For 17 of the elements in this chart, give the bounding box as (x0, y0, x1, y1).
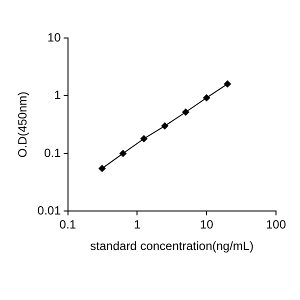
y-tick-label: 1 (54, 88, 62, 102)
y-axis-title: O.D(450nm) (16, 92, 30, 158)
point (140, 135, 148, 142)
y-tick-label: 10 (47, 30, 62, 44)
y-tick-label: 0.1 (44, 146, 62, 160)
x-tick-label: 1 (134, 218, 141, 232)
point (98, 164, 106, 172)
point (182, 108, 190, 116)
x-axis-title: standard concentration(ng/mL) (90, 239, 254, 254)
x-tick-label: 10 (200, 218, 214, 232)
x-tick-label: 100 (266, 218, 286, 232)
point (120, 150, 126, 157)
point (224, 80, 231, 88)
x-tick-label: 0.1 (59, 218, 76, 232)
point (161, 122, 168, 130)
y-tick-label: 0.01 (37, 204, 62, 218)
point (203, 94, 210, 102)
